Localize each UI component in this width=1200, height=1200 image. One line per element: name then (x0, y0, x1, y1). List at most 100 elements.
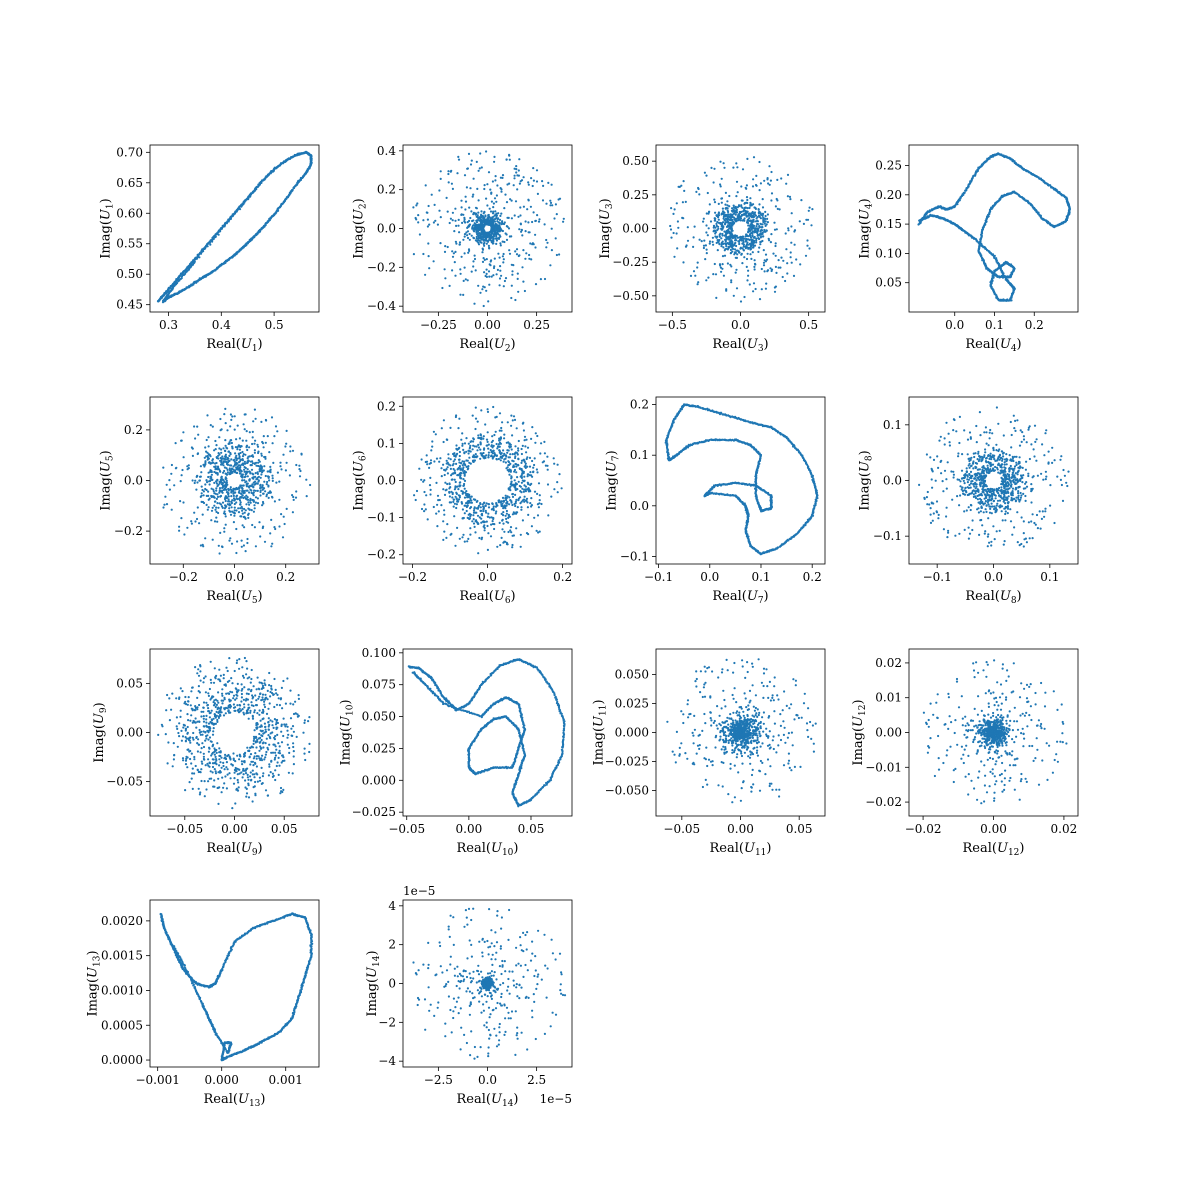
scatter-point (555, 253, 559, 257)
scatter-point (451, 269, 454, 272)
scatter-point (472, 227, 475, 230)
scatter-point (205, 438, 208, 442)
scatter-point (294, 496, 298, 499)
scatter-point (480, 166, 483, 169)
y-tick-label: 0.45 (116, 298, 143, 312)
scatter-point (757, 250, 760, 253)
scatter-point (784, 279, 787, 283)
scatter-point (256, 443, 259, 446)
scatter-point (232, 521, 235, 524)
axes-frame (402, 144, 573, 313)
scatter-point (482, 304, 485, 308)
scatter-point (715, 222, 718, 225)
scatter-point (724, 217, 728, 220)
scatter-point (257, 450, 260, 453)
scatter-point (193, 260, 196, 263)
scatter-point (215, 489, 218, 492)
scatter-point (757, 208, 760, 211)
scatter-point (213, 481, 216, 484)
scatter-point (276, 471, 279, 474)
scatter-point (739, 235, 742, 238)
scatter-point (242, 462, 245, 465)
scatter-point (735, 207, 738, 210)
scatter-point (732, 166, 735, 169)
scatter-point (752, 156, 756, 159)
scatter-point (532, 167, 535, 170)
scatter-point (281, 536, 285, 539)
scatter-point (204, 463, 207, 466)
scatter-point (218, 552, 221, 555)
scatter-point (468, 249, 471, 252)
scatter-point (518, 158, 521, 161)
scatter-point (444, 277, 447, 280)
scatter-point (727, 237, 730, 240)
scatter-point (194, 520, 197, 523)
scatter-point (554, 237, 557, 240)
scatter-point (789, 256, 792, 259)
subplot-mode-2: −0.25 0.00 0.25−0.4−0.20.00.20.4Real(U2)Im… (352, 144, 573, 354)
scatter-point (488, 207, 491, 210)
scatter-point (760, 226, 763, 229)
scatter-point (466, 221, 469, 224)
scatter-point (478, 236, 481, 240)
y-tick-label: −0.50 (612, 289, 649, 303)
scatter-point (729, 218, 732, 221)
scatter-point (256, 489, 259, 492)
scatter-point (702, 217, 705, 220)
scatter-point (200, 492, 203, 495)
scatter-point (504, 277, 508, 280)
scatter-point (730, 245, 733, 248)
scatter-point (241, 450, 244, 454)
scatter-point (711, 240, 714, 243)
scatter-point (271, 542, 274, 545)
scatter-point (264, 474, 267, 478)
scatter-point (207, 498, 210, 501)
scatter-point (530, 177, 533, 180)
scatter-point (216, 520, 219, 523)
scatter-point (466, 279, 469, 282)
scatter-point (483, 258, 486, 261)
scatter-point (250, 491, 253, 494)
scatter-point (492, 221, 495, 224)
scatter-point (412, 206, 415, 209)
scatter-point (214, 508, 217, 511)
scatter-point (541, 199, 545, 202)
scatter-point (266, 470, 269, 473)
scatter-point (554, 203, 558, 206)
scatter-point (508, 153, 511, 156)
scatter-point (760, 288, 763, 291)
scatter-point (268, 451, 271, 454)
scatter-point (249, 195, 252, 198)
scatter-point (476, 223, 479, 227)
scatter-point (747, 238, 750, 241)
scatter-point (729, 263, 732, 266)
scatter-point (534, 246, 537, 249)
scatter-point (279, 465, 282, 468)
scatter-point (676, 220, 680, 223)
scatter-point (547, 181, 550, 184)
x-axis-label: Real(U1) (206, 337, 262, 354)
scatter-point (762, 261, 766, 264)
scatter-point (743, 256, 746, 259)
scatter-point (546, 241, 549, 244)
scatter-point (735, 244, 738, 248)
scatter-point (427, 242, 430, 245)
scatter-point (269, 471, 272, 474)
scatter-point (482, 242, 485, 246)
scatter-point (746, 252, 749, 255)
scatter-point (721, 240, 724, 243)
scatter-point (263, 540, 267, 543)
scatter-point (457, 155, 460, 158)
scatter-point (233, 458, 236, 461)
scatter-point (492, 202, 495, 205)
scatter-point (800, 199, 803, 202)
scatter-point (462, 293, 465, 296)
scatter-point (735, 195, 738, 198)
scatter-point (748, 212, 751, 215)
scatter-point (786, 173, 790, 176)
scatter-point (259, 476, 262, 479)
scatter-point (217, 506, 220, 509)
scatter-point (207, 475, 210, 479)
scatter-point (735, 249, 738, 252)
scatter-point (265, 493, 268, 496)
